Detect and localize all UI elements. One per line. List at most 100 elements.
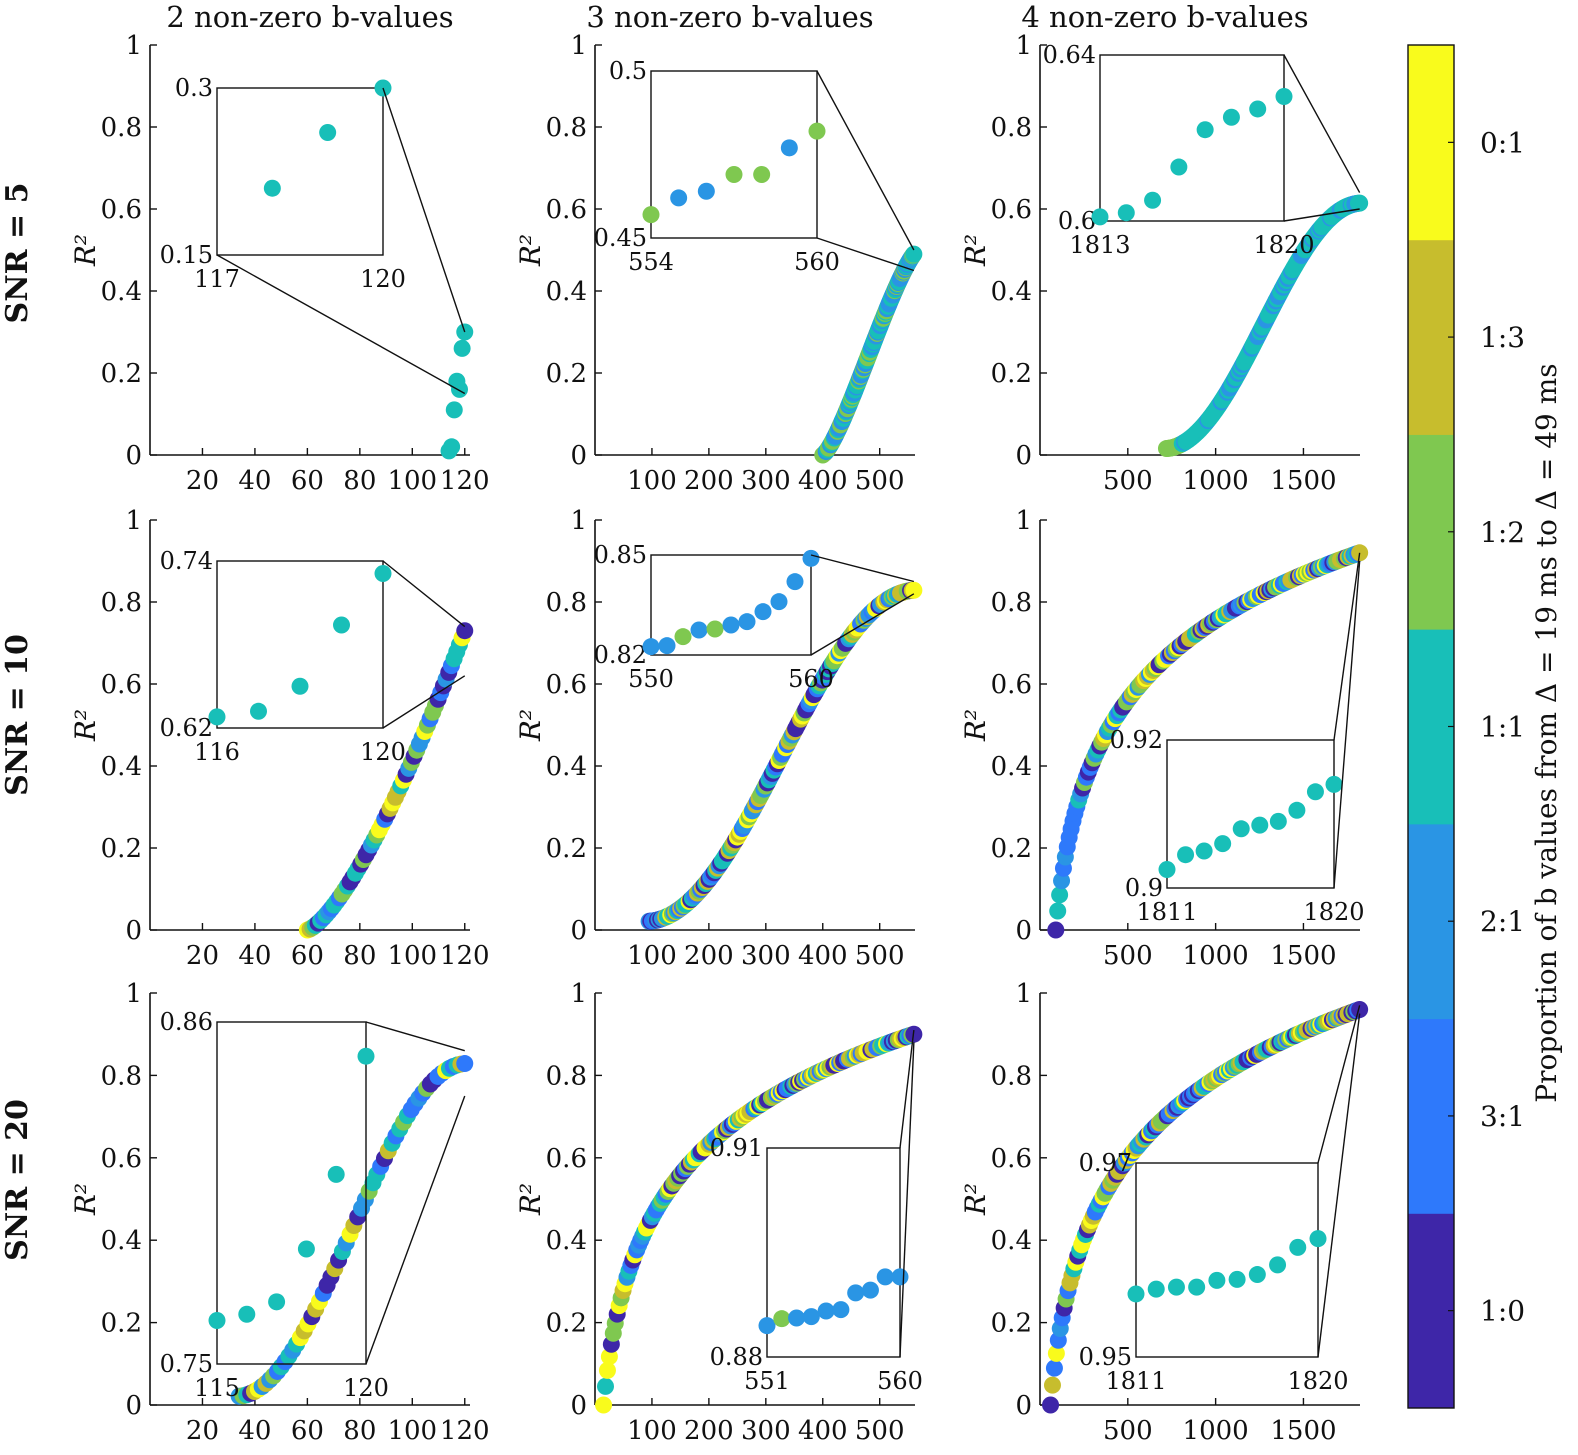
zoom-connector: [382, 560, 466, 628]
x-tick-label: 60: [291, 1416, 324, 1446]
inset-data-point: [780, 139, 798, 157]
x-tick-label: 1500: [1270, 941, 1336, 971]
y-tick-label: 1: [570, 979, 587, 1009]
colorbar-segment: [1408, 1018, 1454, 1214]
y-tick-label: 0.2: [101, 1309, 142, 1339]
inset-data-point: [758, 1317, 776, 1335]
inset-data-point: [268, 1293, 286, 1311]
colorbar-label: 1:0: [1480, 1295, 1525, 1328]
y-tick-label: 0.6: [546, 195, 587, 225]
colorbar-segment: [1408, 629, 1454, 825]
y-tick-label: 0.6: [991, 670, 1032, 700]
zoom-inset: 0.45 0.5 554 560: [594, 57, 915, 276]
x-tick-label: 80: [343, 941, 376, 971]
inset-x-tick-label: 116: [194, 738, 240, 766]
inset-data-point: [1195, 842, 1213, 860]
y-tick-label: 0.6: [546, 670, 587, 700]
inset-x-tick-label: 1811: [1136, 898, 1197, 926]
zoom-connector: [1283, 208, 1360, 222]
y-axis-label: R²: [959, 234, 992, 267]
y-tick-label: 0: [125, 441, 142, 471]
inset-x-tick-label: 560: [794, 248, 840, 276]
inset-x-tick-label: 120: [360, 265, 406, 293]
colorbar-segment: [1408, 1213, 1454, 1409]
x-tick-label: 20: [186, 1416, 219, 1446]
inset-data-point: [327, 1165, 345, 1183]
data-point: [1042, 1396, 1060, 1414]
y-tick-label: 1: [1015, 31, 1032, 61]
x-tick-label: 200: [684, 466, 734, 496]
x-tick-label: 1500: [1270, 1416, 1336, 1446]
y-tick-label: 0.2: [546, 834, 587, 864]
inset-data-point: [674, 628, 692, 646]
inset-y-tick-label: 0.45: [594, 224, 647, 252]
inset-x-tick-label: 1811: [1105, 1367, 1166, 1395]
data-point: [595, 1396, 613, 1414]
y-tick-label: 0.6: [991, 1144, 1032, 1174]
y-tick-label: 0.8: [546, 113, 587, 143]
y-tick-label: 1: [1015, 506, 1032, 536]
x-tick-label: 500: [1103, 941, 1153, 971]
inset-data-point: [1188, 1278, 1206, 1296]
y-tick-label: 0: [1015, 916, 1032, 946]
x-tick-label: 500: [1103, 466, 1153, 496]
scatter-points: [1157, 194, 1369, 458]
y-tick-label: 0: [125, 916, 142, 946]
x-tick-label: 100: [387, 466, 437, 496]
inset-data-point: [238, 1305, 256, 1323]
inset-data-point: [1288, 801, 1306, 819]
scatter-points: [440, 323, 474, 460]
inset-data-point: [1196, 121, 1214, 139]
inset-data-point: [208, 1311, 226, 1329]
row-title-snr20: SNR = 20: [0, 1099, 35, 1261]
y-axis-label: R²: [514, 234, 547, 267]
zoom-connector: [899, 1042, 915, 1358]
x-tick-label: 200: [684, 1416, 734, 1446]
y-axis-label: R²: [514, 709, 547, 742]
inset-y-tick-label: 0.85: [594, 541, 647, 569]
zoom-connector: [1333, 552, 1361, 741]
x-tick-label: 1000: [1183, 466, 1249, 496]
inset-data-point: [1170, 158, 1188, 176]
x-tick-label: 40: [238, 941, 271, 971]
y-tick-label: 0: [1015, 1391, 1032, 1421]
y-tick-label: 0.2: [991, 359, 1032, 389]
zoom-connector: [810, 593, 915, 656]
x-tick-label: 120: [440, 941, 490, 971]
x-tick-label: 400: [798, 941, 848, 971]
y-tick-label: 0.2: [101, 359, 142, 389]
inset-x-tick-label: 554: [628, 248, 674, 276]
colorbar-label: 1:1: [1480, 711, 1525, 744]
inset-frame: [650, 554, 812, 656]
zoom-connector: [382, 87, 466, 333]
scatter-points: [230, 1055, 474, 1405]
data-point: [443, 438, 461, 456]
y-tick-label: 0.8: [101, 1061, 142, 1091]
y-tick-label: 0: [1015, 441, 1032, 471]
zoom-connector: [816, 237, 915, 272]
inset-data-point: [670, 189, 688, 207]
inset-data-point: [697, 182, 715, 200]
inset-data-point: [802, 1308, 820, 1326]
zoom-connector: [1283, 54, 1361, 193]
y-tick-label: 1: [1015, 979, 1032, 1009]
column-title-1: 2 non-zero b-values: [166, 0, 453, 34]
y-tick-label: 0.2: [101, 834, 142, 864]
inset-x-tick-label: 560: [877, 1367, 923, 1395]
x-tick-label: 1000: [1183, 1416, 1249, 1446]
colorbar-label: 1:2: [1480, 516, 1525, 549]
data-point: [456, 622, 474, 640]
inset-x-tick-label: 1813: [1069, 231, 1130, 259]
inset-data-point: [291, 677, 309, 695]
inset-x-tick-label: 120: [343, 1374, 389, 1402]
inset-data-point: [1214, 835, 1232, 853]
zoom-inset: 0.95 0.97 1811 1820: [1079, 1005, 1361, 1395]
inset-data-point: [333, 616, 350, 634]
inset-data-point: [1167, 1278, 1185, 1296]
inset-data-point: [208, 708, 226, 726]
data-point: [445, 401, 463, 419]
inset-y-tick-label: 0.88: [710, 1343, 763, 1371]
x-tick-label: 100: [387, 1416, 437, 1446]
